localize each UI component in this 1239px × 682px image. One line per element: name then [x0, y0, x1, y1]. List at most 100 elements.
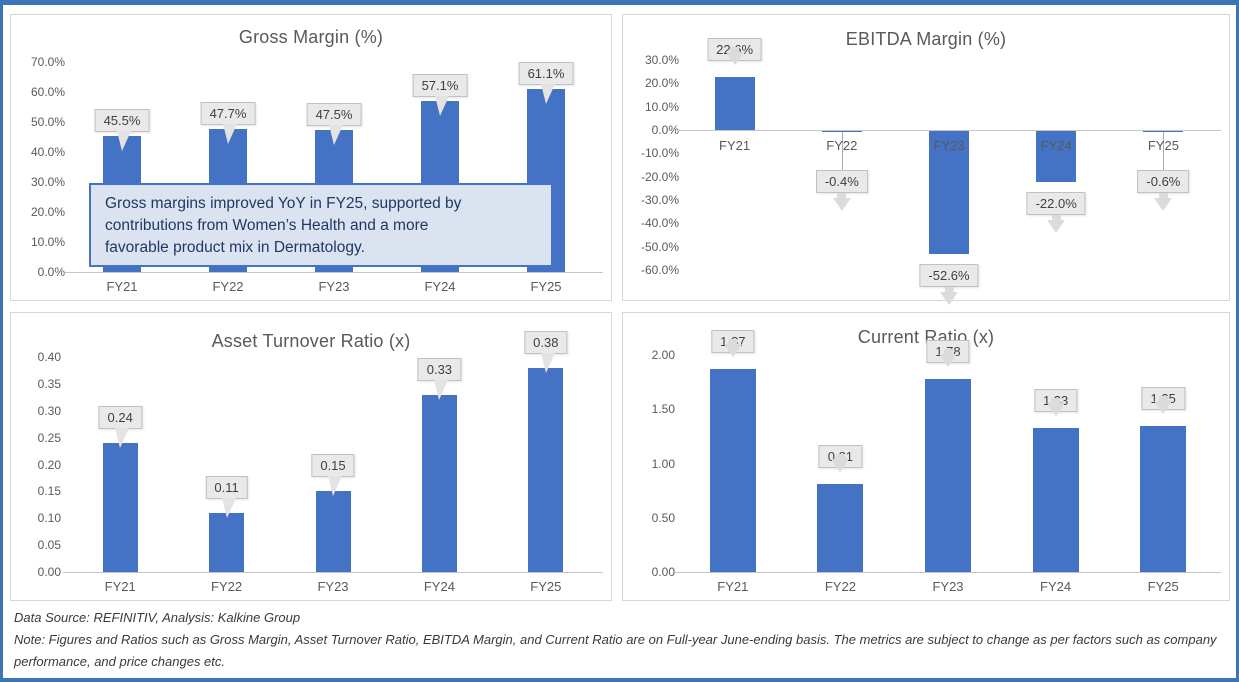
y-axis-tick: 0.0% — [651, 123, 679, 137]
y-axis-tick: 60.0% — [30, 85, 65, 99]
x-axis-label: FY25 — [1147, 138, 1179, 153]
data-label-callout: 57.1% — [412, 73, 468, 97]
callout-pointer-icon — [540, 352, 555, 373]
y-axis-tick: 10.0% — [644, 99, 679, 114]
x-axis-line — [65, 272, 603, 273]
y-axis-tick: 0.40 — [37, 350, 61, 364]
callout-pointer-icon — [117, 130, 131, 151]
x-axis-label: FY23 — [933, 138, 965, 153]
callout-pointer-icon — [835, 454, 845, 461]
data-label-callout: 47.7% — [200, 101, 256, 125]
y-axis-tick: 10.0% — [30, 235, 65, 249]
callout-pointer-icon — [832, 198, 851, 211]
bar-FY23 — [925, 378, 971, 572]
data-label-callout: 0.33 — [417, 357, 462, 381]
data-label-callout: 45.5% — [94, 108, 150, 132]
bar-FY24 — [1032, 427, 1079, 572]
data-label-callout: 0.24 — [98, 406, 142, 429]
x-axis-label: FY24 — [424, 279, 456, 294]
ebitda-margin-chart: EBITDA Margin (%) 30.0% 20.0% 10.0% 0.0% -10… — [622, 14, 1230, 305]
x-axis-label: FY21 — [106, 279, 138, 294]
callout-pointer-icon — [1046, 402, 1065, 416]
x-axis-label: FY22 — [211, 579, 243, 594]
leader-line — [1163, 132, 1165, 171]
callout-pointer-icon — [944, 286, 954, 293]
current-ratio-chart: Current Ratio (x) 2.00 1.50 1.00 0.50 0.00 FY… — [622, 312, 1230, 601]
data-source-note: Data Source: REFINITIV, Analysis: Kalkin… — [14, 610, 301, 625]
y-axis-tick: -60.0% — [640, 263, 679, 277]
callout-pointer-icon — [1051, 397, 1061, 404]
callout-pointer-icon — [328, 476, 342, 497]
y-axis-tick: -50.0% — [640, 239, 679, 254]
y-axis-tick: 0.35 — [37, 376, 61, 391]
bar-FY22 — [817, 484, 864, 572]
y-axis-tick: 30.0% — [30, 175, 65, 189]
x-axis-label: FY22 — [826, 138, 858, 153]
x-axis-label: FY22 — [212, 279, 244, 294]
callout-pointer-icon — [221, 497, 236, 518]
bar-FY21 — [714, 77, 755, 130]
leader-line — [841, 132, 843, 170]
data-label-callout: 61.1% — [518, 61, 574, 85]
data-label-callout: 0.11 — [205, 475, 248, 499]
callout-pointer-icon — [728, 339, 738, 346]
callout-pointer-icon — [1047, 220, 1066, 234]
x-axis-label: FY21 — [104, 579, 136, 594]
y-axis-tick: 0.15 — [37, 484, 61, 499]
callout-pointer-icon — [115, 428, 130, 448]
data-label-callout: -0.4% — [815, 170, 868, 193]
bar-FY22 — [821, 131, 862, 132]
callout-pointer-icon — [541, 83, 555, 104]
annotation-text: Gross margins improved YoY in FY25, supp… — [105, 195, 462, 256]
y-axis-tick: 20.0% — [644, 76, 679, 91]
callout-pointer-icon — [837, 193, 847, 199]
y-axis-tick: 70.0% — [30, 55, 65, 69]
asset-turnover-chart: Asset Turnover Ratio (x) 0.40 0.35 0.30 0.2… — [10, 312, 612, 601]
x-axis-label: FY23 — [318, 279, 350, 294]
callout-pointer-icon — [1051, 215, 1061, 222]
x-axis-label: FY24 — [423, 579, 455, 594]
callout-pointer-icon — [939, 353, 957, 367]
y-axis-tick: 30.0% — [644, 53, 679, 67]
y-axis-tick: 0.50 — [651, 510, 675, 525]
x-axis-line — [675, 572, 1221, 573]
callout-pointer-icon — [434, 379, 449, 400]
bar-FY25 — [1143, 131, 1184, 133]
y-axis-tick: 40.0% — [30, 145, 65, 159]
x-axis-label: FY25 — [530, 579, 562, 594]
data-label-callout: 0.38 — [524, 330, 568, 354]
y-axis-tick: 1.50 — [651, 402, 675, 417]
y-axis-tick: 1.00 — [651, 456, 675, 471]
callout-pointer-icon — [329, 124, 343, 145]
callout-pointer-icon — [730, 47, 740, 54]
y-axis-tick: 0.10 — [37, 511, 61, 526]
y-axis-tick: -40.0% — [640, 216, 679, 231]
data-label-callout: -52.6% — [919, 263, 979, 287]
x-axis-label: FY24 — [1040, 579, 1072, 594]
bar-FY22 — [209, 512, 245, 572]
x-axis-line — [63, 572, 603, 573]
y-axis-tick: 0.25 — [37, 430, 61, 445]
bar-FY23 — [315, 491, 351, 572]
y-axis-tick: 0.30 — [37, 403, 61, 418]
data-label-callout: -0.6% — [1137, 170, 1190, 194]
bar-FY25 — [1140, 425, 1187, 572]
callout-pointer-icon — [831, 459, 850, 473]
bar-FY21 — [102, 443, 138, 572]
callout-pointer-icon — [943, 348, 953, 355]
data-label-callout: 47.5% — [306, 102, 362, 126]
x-axis-label: FY23 — [932, 579, 964, 594]
x-axis-label: FY22 — [824, 579, 856, 594]
data-label-callout: 0.15 — [311, 454, 355, 478]
y-axis-tick: 2.00 — [651, 348, 675, 362]
callout-pointer-icon — [723, 344, 742, 358]
callout-pointer-icon — [435, 95, 449, 116]
y-axis-tick: 0.20 — [37, 457, 61, 472]
data-label-callout: -22.0% — [1026, 192, 1086, 216]
callout-pointer-icon — [223, 123, 237, 144]
y-axis-tick: 0.00 — [651, 565, 675, 579]
callout-pointer-icon — [1154, 400, 1173, 414]
footer: Data Source: REFINITIV, Analysis: Kalkin… — [14, 607, 1222, 673]
annotation-box: Gross margins improved YoY in FY25, supp… — [89, 183, 553, 267]
